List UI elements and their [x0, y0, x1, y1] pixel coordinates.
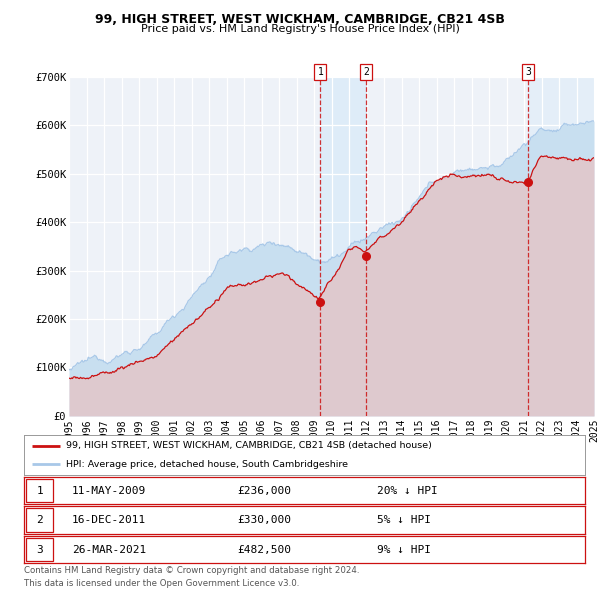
Text: 26-MAR-2021: 26-MAR-2021	[71, 545, 146, 555]
Text: 2: 2	[363, 67, 369, 77]
Text: 2: 2	[37, 515, 43, 525]
Text: 1: 1	[37, 486, 43, 496]
Text: 9% ↓ HPI: 9% ↓ HPI	[377, 545, 431, 555]
Text: £482,500: £482,500	[237, 545, 291, 555]
Text: 20% ↓ HPI: 20% ↓ HPI	[377, 486, 438, 496]
Text: 5% ↓ HPI: 5% ↓ HPI	[377, 515, 431, 525]
Text: 11-MAY-2009: 11-MAY-2009	[71, 486, 146, 496]
Text: 99, HIGH STREET, WEST WICKHAM, CAMBRIDGE, CB21 4SB (detached house): 99, HIGH STREET, WEST WICKHAM, CAMBRIDGE…	[66, 441, 432, 450]
FancyBboxPatch shape	[26, 509, 53, 532]
Text: £236,000: £236,000	[237, 486, 291, 496]
Text: 3: 3	[37, 545, 43, 555]
Text: £330,000: £330,000	[237, 515, 291, 525]
Bar	[320, 77, 366, 416]
Bar	[528, 77, 594, 416]
FancyBboxPatch shape	[26, 479, 53, 502]
FancyBboxPatch shape	[26, 538, 53, 561]
Text: Contains HM Land Registry data © Crown copyright and database right 2024.: Contains HM Land Registry data © Crown c…	[24, 566, 359, 575]
Text: HPI: Average price, detached house, South Cambridgeshire: HPI: Average price, detached house, Sout…	[66, 460, 348, 468]
Text: 99, HIGH STREET, WEST WICKHAM, CAMBRIDGE, CB21 4SB: 99, HIGH STREET, WEST WICKHAM, CAMBRIDGE…	[95, 13, 505, 26]
Text: 1: 1	[317, 67, 323, 77]
Text: 3: 3	[525, 67, 531, 77]
Text: Price paid vs. HM Land Registry's House Price Index (HPI): Price paid vs. HM Land Registry's House …	[140, 24, 460, 34]
Text: 16-DEC-2011: 16-DEC-2011	[71, 515, 146, 525]
Text: This data is licensed under the Open Government Licence v3.0.: This data is licensed under the Open Gov…	[24, 579, 299, 588]
